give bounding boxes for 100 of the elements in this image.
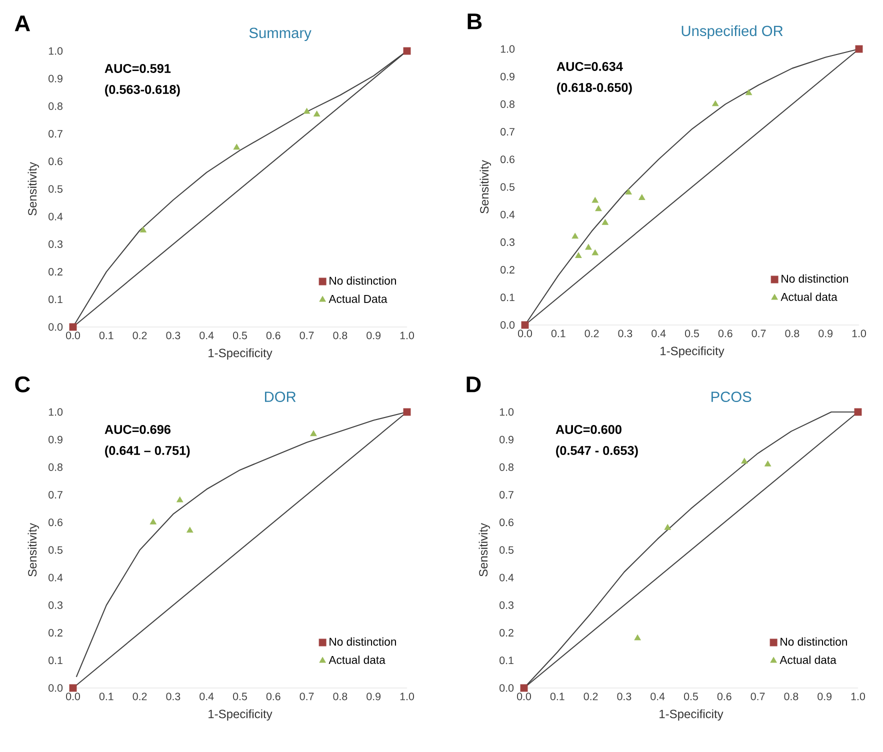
x-tick-label: 0.9	[818, 692, 832, 700]
x-tick-label: 0.4	[200, 332, 214, 340]
y-axis-title: Sensitivity	[478, 523, 490, 576]
y-tick-label: 0.3	[500, 601, 514, 609]
y-tick-label: 0.1	[48, 296, 62, 304]
x-tick-label: 0.2	[584, 330, 599, 338]
legend-label: Actual data	[780, 656, 836, 664]
x-tick-label: 0.7	[300, 332, 314, 340]
x-tick-label: 0.9	[818, 330, 832, 338]
x-tick-label: 1.0	[852, 330, 866, 338]
legend-label: Actual Data	[328, 294, 388, 303]
y-tick-label: 0.0	[48, 323, 63, 331]
x-axis-title: 1-Specificity	[208, 348, 272, 360]
x-tick-label: 0.9	[366, 692, 380, 700]
chart-title: PCOS	[712, 392, 752, 402]
legend-label: No distinction	[330, 637, 396, 646]
x-tick-label: 0.1	[99, 692, 114, 700]
x-tick-label: 1.0	[400, 692, 414, 700]
y-tick-label: 1.0	[500, 45, 515, 53]
x-tick-label: 0.6	[266, 332, 280, 340]
annotation: AUC=0.634	[556, 62, 623, 71]
x-tick-label: 0.7	[750, 692, 765, 700]
y-tick-label: 0.7	[48, 491, 62, 499]
legend-label: No distinction	[782, 274, 848, 283]
x-tick-label: 0.5	[684, 692, 698, 700]
y-tick-label: 0.6	[500, 518, 514, 526]
x-tick-label: 0.2	[132, 692, 147, 700]
x-axis-title: 1-Specificity	[208, 709, 272, 721]
y-axis-title: Sensitivity	[480, 160, 491, 214]
x-tick-label: 0.2	[132, 332, 147, 340]
x-tick-label: 0.7	[752, 330, 766, 338]
legend-label: No distinction	[780, 637, 847, 646]
y-tick-label: 0.6	[48, 518, 62, 526]
y-tick-label: 0.6	[48, 158, 62, 166]
y-tick-label: 0.9	[500, 72, 514, 80]
annotation: AUC=0.591	[104, 64, 171, 73]
legend-label: No distinction	[330, 276, 396, 285]
x-tick-label: 0.8	[784, 692, 798, 700]
text: D	[466, 376, 481, 392]
text: C	[15, 376, 30, 392]
annotation: AUC=0.696	[104, 424, 171, 434]
y-tick-label: 0.0	[48, 684, 63, 692]
x-tick-label: 0.3	[618, 330, 632, 338]
x-tick-label: 0.0	[517, 692, 532, 700]
x-tick-label: 0.3	[166, 332, 180, 340]
x-tick-label: 0.0	[518, 330, 532, 338]
y-tick-label: 0.1	[500, 656, 514, 664]
y-tick-label: 1.0	[500, 408, 514, 416]
y-axis-title: Sensitivity	[28, 162, 39, 216]
x-tick-label: 0.5	[233, 332, 247, 340]
y-tick-label: 0.8	[48, 463, 62, 471]
chart-title: Summary	[249, 28, 312, 42]
y-tick-label: 1.0	[48, 47, 63, 55]
legend-label: Actual data	[780, 292, 838, 301]
x-tick-label: 0.5	[685, 330, 699, 338]
y-tick-label: 0.2	[500, 266, 514, 274]
annotation: AUC=0.600	[556, 424, 622, 434]
x-tick-label: 0.0	[66, 332, 80, 340]
y-tick-label: 0.3	[48, 240, 62, 248]
x-tick-label: 0.8	[333, 692, 348, 700]
y-tick-label: 0.4	[500, 210, 515, 218]
text: A	[14, 16, 30, 32]
x-axis-title: 1-Specificity	[660, 346, 724, 358]
y-tick-label: 0.4	[500, 574, 514, 582]
x-tick-label: 0.1	[550, 692, 564, 700]
y-tick-label: 0.9	[48, 436, 62, 444]
y-tick-label: 0.5	[48, 185, 63, 193]
y-tick-label: 0.4	[48, 212, 63, 220]
y-tick-label: 0.8	[500, 100, 514, 108]
y-tick-label: 0.5	[48, 546, 63, 554]
x-tick-label: 0.1	[551, 330, 566, 338]
x-tick-label: 0.1	[99, 332, 114, 340]
y-axis-title: Sensitivity	[28, 523, 39, 576]
x-tick-label: 0.4	[200, 692, 214, 700]
x-tick-label: 0.3	[617, 692, 632, 700]
y-tick-label: 0.1	[500, 294, 514, 302]
y-tick-label: 0.2	[48, 268, 62, 276]
y-tick-label: 0.5	[500, 183, 515, 191]
y-tick-label: 0.3	[500, 238, 514, 246]
y-tick-label: 0.7	[500, 128, 514, 136]
x-tick-label: 0.9	[366, 332, 380, 340]
y-tick-label: 0.8	[48, 102, 62, 110]
x-tick-label: 0.8	[785, 330, 800, 338]
x-tick-label: 1.0	[851, 692, 865, 700]
x-tick-label: 0.2	[584, 692, 598, 700]
y-tick-label: 0.9	[500, 436, 514, 444]
x-tick-label: 0.7	[300, 692, 314, 700]
chart-title: DOR	[264, 392, 296, 402]
y-tick-label: 0.6	[500, 156, 514, 164]
x-tick-label: 0.8	[333, 332, 348, 340]
annotation: (0.641 – 0.751)	[105, 446, 190, 458]
y-tick-label: 0.9	[48, 74, 62, 82]
annotation: (0.547 - 0.653)	[556, 446, 638, 458]
y-tick-label: 0.7	[48, 130, 62, 138]
y-tick-label: 0.2	[500, 629, 514, 637]
x-tick-label: 0.6	[717, 692, 732, 700]
x-axis-title: 1-Specificity	[660, 709, 724, 721]
annotation: (0.618-0.650)	[557, 82, 632, 94]
y-tick-label: 0.8	[500, 463, 514, 471]
y-tick-label: 0.1	[48, 656, 62, 664]
